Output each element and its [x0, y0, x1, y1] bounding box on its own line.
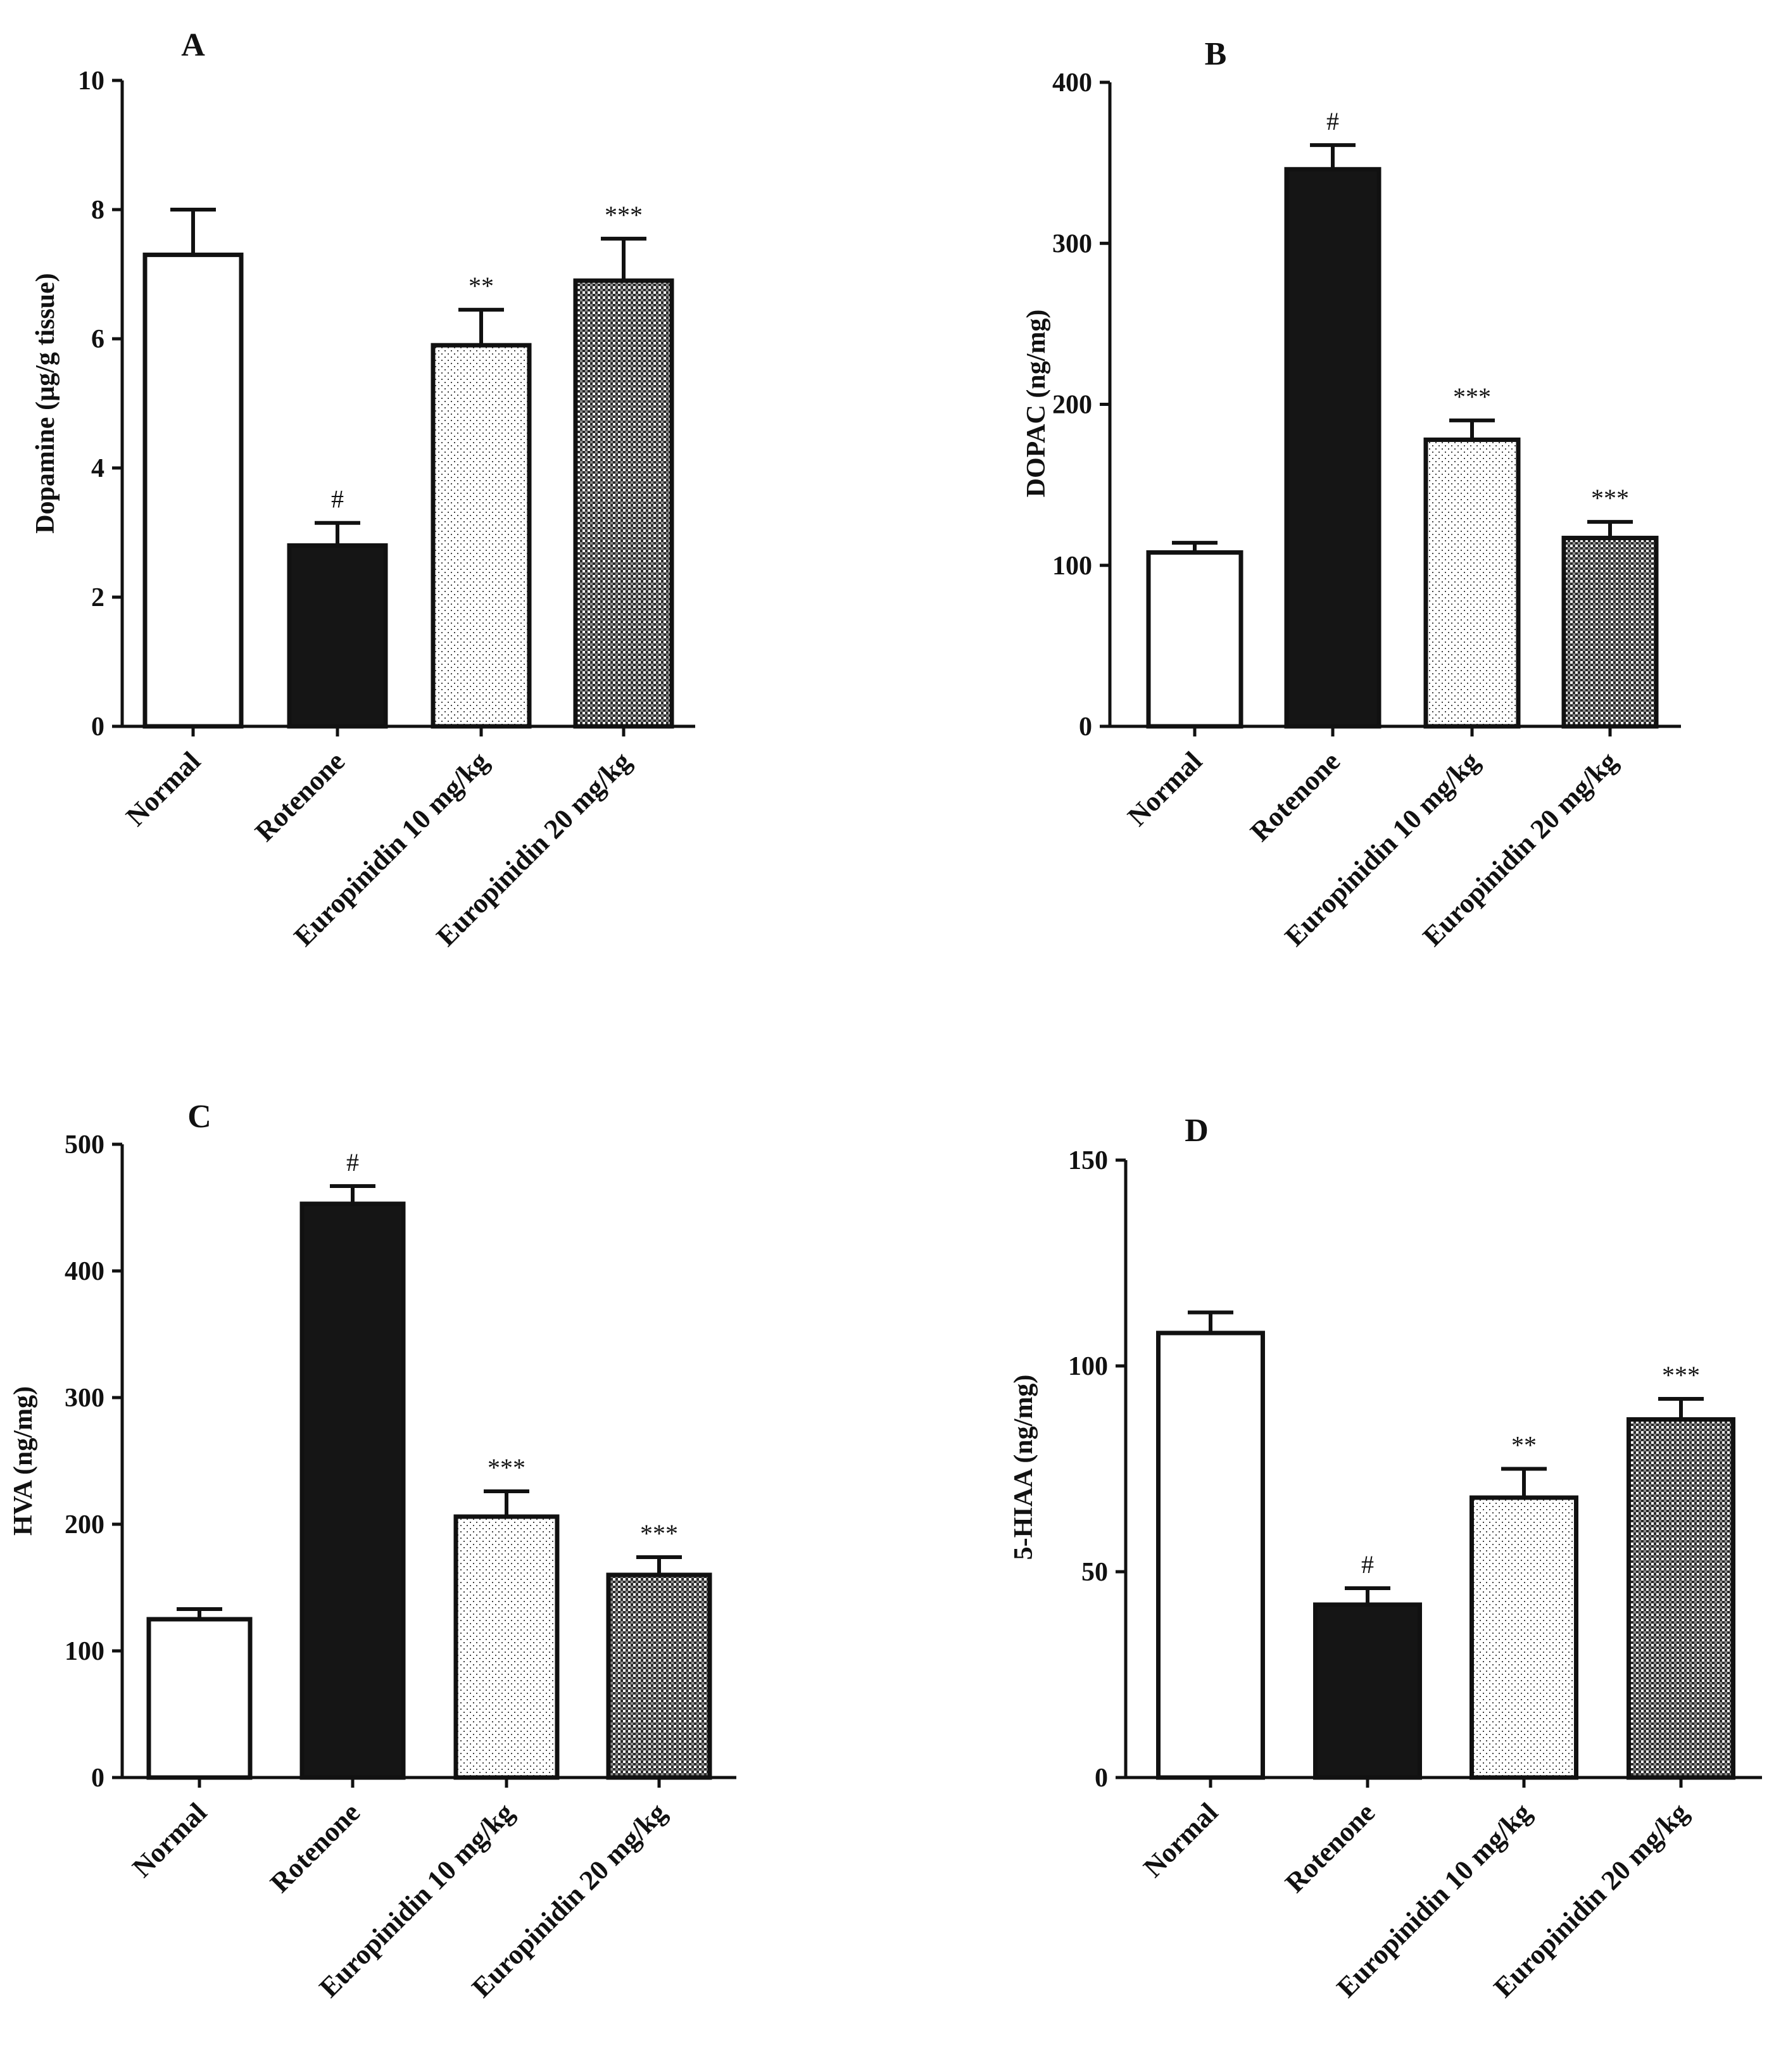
panel-b-letter: B — [1205, 36, 1227, 72]
bar-rotenone — [1313, 1602, 1422, 1780]
significance-label: # — [1361, 1550, 1374, 1579]
significance-label: *** — [640, 1519, 678, 1548]
bar-rotenone — [1284, 167, 1381, 729]
y-tick-label: 200 — [1052, 391, 1092, 420]
significance-label: ** — [1511, 1431, 1537, 1460]
significance-label: *** — [605, 201, 643, 229]
bar-rotenone — [287, 543, 388, 729]
y-tick-label: 100 — [1068, 1352, 1108, 1381]
x-tick-label: Rotenone — [264, 1797, 366, 1898]
x-tick-label: Normal — [1137, 1797, 1224, 1883]
y-tick-label: 0 — [1079, 712, 1092, 742]
bar-europinidin-10-mg-kg — [1469, 1495, 1578, 1780]
y-tick-label: 4 — [91, 454, 104, 483]
y-tick-label: 500 — [65, 1130, 104, 1159]
y-tick-label: 400 — [65, 1257, 104, 1286]
y-tick-label: 300 — [1052, 229, 1092, 258]
panel-b: B DOPAC (ng/mg) 0 100 200 300 400 Normal # Rote… — [1022, 36, 1681, 952]
bar-normal — [146, 1617, 253, 1780]
panel-d-letter: D — [1185, 1113, 1209, 1149]
y-tick-label: 8 — [91, 196, 104, 225]
significance-label: *** — [1662, 1361, 1700, 1389]
significance-label: *** — [488, 1453, 525, 1482]
panel-c-letter: C — [187, 1099, 211, 1135]
panel-a-letter: A — [181, 27, 205, 63]
y-tick-label: 200 — [65, 1510, 104, 1539]
panel-b-y-axis-title: DOPAC (ng/mg) — [1022, 310, 1051, 498]
x-tick-label: Normal — [126, 1797, 213, 1883]
significance-label: # — [1326, 107, 1339, 136]
y-tick-label: 0 — [91, 1764, 104, 1793]
significance-label: *** — [1591, 484, 1629, 512]
bar-normal — [1156, 1330, 1265, 1780]
bar-europinidin-10-mg-kg — [431, 343, 532, 729]
bar-europinidin-20-mg-kg — [1627, 1417, 1735, 1780]
panel-d: D 5-HIAA (ng/mg) 0 50 100 150 Normal # Rotenon… — [1009, 1113, 1762, 2004]
bar-rotenone — [299, 1201, 406, 1780]
bar-normal — [1146, 550, 1243, 729]
significance-label: # — [346, 1148, 359, 1177]
panel-c: C HVA (ng/mg) 0 100 200 300 400 500 Normal # Rot… — [9, 1099, 736, 2004]
x-tick-label: Rotenone — [249, 745, 351, 847]
x-tick-label: Normal — [120, 745, 206, 832]
bar-normal — [142, 252, 244, 729]
bar-europinidin-20-mg-kg — [573, 278, 674, 729]
bar-europinidin-20-mg-kg — [1561, 536, 1659, 729]
y-tick-label: 0 — [91, 712, 104, 742]
bar-europinidin-20-mg-kg — [606, 1572, 712, 1780]
y-tick-label: 6 — [91, 325, 104, 354]
y-tick-label: 400 — [1052, 68, 1092, 98]
y-tick-label: 150 — [1068, 1146, 1108, 1175]
bar-europinidin-10-mg-kg — [453, 1514, 560, 1780]
y-tick-label: 2 — [91, 583, 104, 612]
panel-d-y-axis-title: 5-HIAA (ng/mg) — [1009, 1375, 1038, 1560]
y-tick-label: 10 — [78, 66, 104, 96]
y-tick-label: 100 — [1052, 552, 1092, 581]
x-tick-label: Rotenone — [1279, 1797, 1381, 1898]
x-tick-label: Normal — [1121, 745, 1208, 832]
y-tick-label: 100 — [65, 1637, 104, 1666]
panel-a-y-axis-title: Dopamine (µg/g tissue) — [31, 273, 60, 534]
panel-a: A Dopamine (µg/g tissue) 0 2 4 6 8 10 Normal # R… — [31, 27, 695, 952]
y-tick-label: 300 — [65, 1384, 104, 1413]
significance-label: # — [331, 485, 344, 514]
significance-label: ** — [469, 272, 494, 300]
x-tick-label: Rotenone — [1244, 745, 1346, 847]
y-tick-label: 0 — [1095, 1764, 1108, 1793]
y-tick-label: 50 — [1081, 1558, 1108, 1587]
bar-europinidin-10-mg-kg — [1423, 437, 1521, 729]
panel-c-y-axis-title: HVA (ng/mg) — [9, 1386, 38, 1536]
significance-label: *** — [1453, 382, 1491, 411]
